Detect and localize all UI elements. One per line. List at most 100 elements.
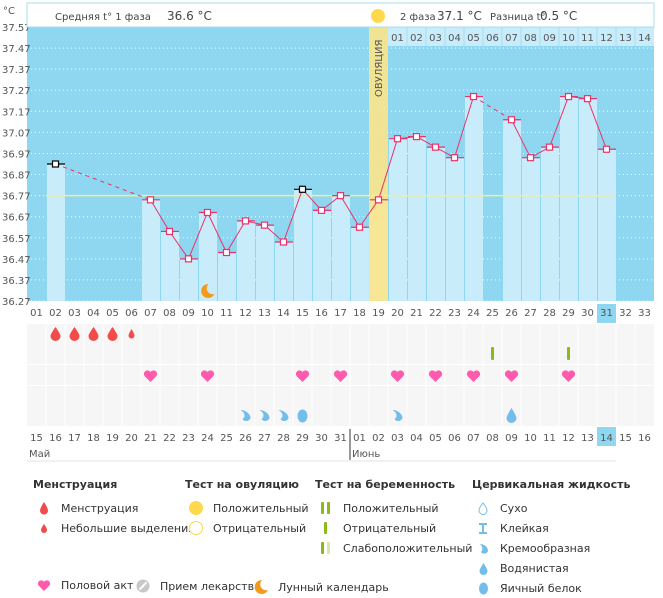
calendar-date-label: 25: [220, 433, 233, 444]
phase2-day-label: 09: [543, 33, 556, 44]
temp-bar: [389, 138, 407, 301]
cycle-day-label: 12: [239, 308, 252, 319]
temp-point: [469, 92, 478, 101]
temp-point: [146, 196, 155, 204]
moon-icon: [201, 283, 215, 298]
cycle-day-label: 03: [68, 308, 81, 319]
marker-rows: 01 02 03 04 05 06 07 08 09 10 11 12 13 14 15 16 17 18 19 20…: [27, 304, 654, 462]
calendar-date-label: 02: [372, 433, 385, 444]
temp-line-segment: [55, 163, 151, 201]
heart-icon: [33, 579, 55, 592]
calendar-date-label: 26: [239, 433, 252, 444]
cycle-day-label: 23: [448, 308, 461, 319]
temp-point: [184, 255, 193, 263]
temp-line-segment: [226, 220, 246, 253]
phase2-day-label: 10: [562, 33, 575, 44]
marker-row-background: [27, 406, 654, 426]
temp-point: [279, 238, 288, 246]
legend-item: Положительный: [315, 498, 472, 518]
test-weak-icon: [315, 541, 337, 555]
calendar-date-label: 14: [600, 433, 613, 444]
temp-point: [374, 196, 383, 204]
calendar-date-label: 13: [581, 433, 594, 444]
phase2-day-label: 13: [619, 33, 632, 44]
legend-item: Отрицательный: [185, 518, 309, 538]
phase2-value: 37.1 °C: [437, 9, 482, 23]
cycle-day-label: 06: [125, 308, 138, 319]
temp-bar: [256, 225, 274, 301]
calendar-date-label: 23: [182, 433, 195, 444]
calendar-date-label: 27: [258, 433, 271, 444]
phase2-day-label: 02: [410, 33, 423, 44]
marker-row-background: [27, 324, 654, 344]
y-tick-label: 37.47: [2, 44, 31, 55]
cycle-day-label: 32: [619, 308, 632, 319]
temp-bar: [579, 98, 597, 302]
phase2-day-label: 06: [486, 33, 499, 44]
marker-row-background: [27, 386, 654, 406]
calendar-date-label: 05: [429, 433, 442, 444]
phase1-value: 36.6 °C: [167, 9, 212, 23]
header-box: [26, 2, 655, 28]
calendar-date-label: 09: [505, 433, 518, 444]
cycle-day-label: 30: [581, 308, 594, 319]
heart-icon: [295, 370, 310, 382]
calendar-date-label: 04: [410, 433, 423, 444]
blood-drop-icon: [88, 327, 99, 342]
temp-bar: [408, 136, 426, 301]
calendar-date-label: 30: [315, 433, 328, 444]
ovulation-positive-icon: [185, 500, 207, 516]
y-tick-label: 37.27: [2, 86, 31, 97]
small-drop-icon: [128, 329, 135, 339]
egg-white-icon: [472, 581, 494, 595]
cycle-day-label: 16: [315, 308, 328, 319]
heart-icon: [504, 370, 519, 382]
temp-bar: [161, 231, 179, 301]
cycle-day-label: 09: [182, 308, 195, 319]
temp-line-segment: [150, 199, 170, 232]
temp-point: [507, 116, 516, 124]
temp-point: [450, 154, 459, 162]
temp-point: [336, 192, 345, 200]
cycle-day-label: 08: [163, 308, 176, 319]
y-tick-label: 37.07: [2, 128, 31, 139]
creamy-fluid-icon: [392, 410, 403, 422]
legend-ovulation-test: Тест на овуляцию Положительный Отрицател…: [185, 478, 309, 538]
cycle-day-label: 15: [296, 308, 309, 319]
phase2-day-label: 08: [524, 33, 537, 44]
temp-point: [583, 95, 592, 103]
calendar-date-label: 12: [562, 433, 575, 444]
cycle-day-label: 24: [467, 308, 480, 319]
legend: Менструация Менструация Небольшие выделе…: [0, 478, 663, 595]
temp-bar: [427, 147, 445, 301]
temp-bar: [142, 199, 160, 301]
legend-item: Кремообразная: [472, 538, 630, 558]
cycle-day-label: 31: [600, 308, 613, 319]
cycle-day-label: 18: [353, 308, 366, 319]
calendar-date-label: 18: [87, 433, 100, 444]
pregnancy-test-negative-icon: [567, 347, 570, 360]
temp-bar: [446, 157, 464, 301]
unit-label: °C: [3, 6, 15, 17]
temp-bar: [541, 147, 559, 301]
calendar-date-label: 15: [619, 433, 632, 444]
calendar-date-label: 06: [448, 433, 461, 444]
legend-title: Тест на овуляцию: [185, 478, 299, 491]
cycle-day-label: 07: [144, 308, 157, 319]
pregnancy-test-negative-icon: [491, 347, 494, 360]
cycle-day-label: 22: [429, 308, 442, 319]
month-label: Май: [29, 449, 50, 460]
ovulation-negative-icon: [185, 520, 207, 536]
heart-icon: [428, 370, 443, 382]
temp-point: [545, 143, 554, 151]
blood-drop-icon: [107, 327, 118, 342]
temp-point: [222, 248, 231, 257]
phase2-day-label: 07: [505, 33, 518, 44]
legend-item: Водянистая: [472, 558, 630, 578]
temp-bar: [522, 157, 540, 301]
calendar-date-label: 03: [391, 433, 404, 444]
temp-bar: [199, 212, 217, 301]
calendar-date-label: 01: [353, 433, 366, 444]
watery-fluid-icon: [506, 408, 517, 423]
temp-bar: [47, 164, 65, 301]
